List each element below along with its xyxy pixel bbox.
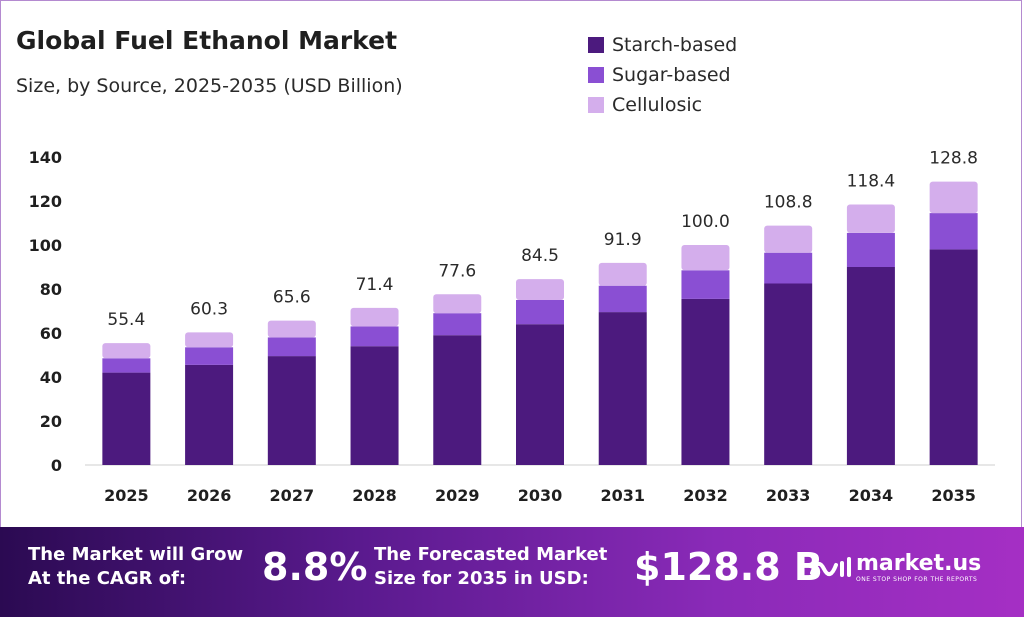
- y-tick-label-6: 120: [29, 192, 62, 211]
- x-tick-label-2030: 2030: [518, 486, 563, 505]
- bar-starch-2030: [516, 324, 564, 465]
- bar-sugar-2026: [185, 347, 234, 365]
- y-tick-label-5: 100: [29, 236, 62, 255]
- bar-sugar-2034: [846, 232, 895, 267]
- forecast-label: The Forecasted Market Size for 2035 in U…: [374, 543, 607, 591]
- bar-cellulosic-2025: [102, 343, 151, 359]
- legend-item-sugar: Sugar-based: [588, 60, 737, 90]
- bar-starch-2028: [350, 346, 399, 465]
- cagr-label: The Market will Grow At the CAGR of:: [28, 543, 243, 591]
- bar-sugar-2027: [267, 337, 316, 357]
- market-us-logo-icon: [810, 557, 851, 577]
- bar-cellulosic-2027: [267, 320, 316, 338]
- x-tick-label-2027: 2027: [270, 486, 315, 505]
- y-tick-label-7: 140: [29, 148, 62, 167]
- cagr-label-line2: At the CAGR of:: [28, 568, 187, 589]
- cagr-label-line1: The Market will Grow: [28, 544, 244, 565]
- legend-item-cellulosic: Cellulosic: [588, 90, 737, 120]
- data-label-2025: 55.4: [107, 310, 145, 330]
- y-tick-label-3: 60: [40, 324, 62, 343]
- x-tick-label-2025: 2025: [104, 486, 149, 505]
- bar-starch-2026: [185, 364, 234, 465]
- x-tick-label-2028: 2028: [352, 486, 397, 505]
- x-tick-label-2034: 2034: [849, 486, 894, 505]
- data-label-2030: 84.5: [521, 246, 559, 266]
- bar-starch-2033: [764, 283, 813, 465]
- y-tick-label-1: 20: [40, 412, 62, 431]
- bar-sugar-2032: [681, 270, 730, 299]
- bar-sugar-2035: [929, 213, 978, 250]
- cagr-value: 8.8%: [262, 545, 368, 589]
- chart-subtitle: Size, by Source, 2025-2035 (USD Billion): [16, 75, 403, 97]
- bar-starch-2034: [846, 267, 895, 465]
- chart-title: Global Fuel Ethanol Market: [16, 26, 398, 55]
- y-tick-label-4: 80: [40, 280, 62, 299]
- data-label-2029: 77.6: [438, 261, 476, 281]
- bar-cellulosic-2026: [185, 332, 234, 348]
- brand: market.us ONE STOP SHOP FOR THE REPORTS: [808, 549, 981, 585]
- brand-text: market.us ONE STOP SHOP FOR THE REPORTS: [856, 550, 982, 583]
- bar-sugar-2025: [102, 358, 151, 373]
- bar-cellulosic-2033: [764, 225, 813, 253]
- bar-starch-2031: [598, 312, 647, 465]
- y-tick-label-2: 40: [40, 368, 62, 387]
- x-tick-label-2031: 2031: [600, 486, 645, 505]
- legend-swatch-cellulosic: [588, 97, 604, 113]
- bar-starch-2029: [433, 335, 482, 465]
- legend-label-cellulosic: Cellulosic: [612, 94, 703, 116]
- bar-cellulosic-2032: [681, 245, 730, 271]
- bar-starch-2035: [929, 249, 978, 465]
- bar-starch-2032: [681, 298, 730, 465]
- legend-label-starch: Starch-based: [612, 34, 738, 56]
- footer-banner: The Market will Grow At the CAGR of: 8.8…: [0, 527, 1024, 617]
- x-tick-label-2029: 2029: [435, 486, 480, 505]
- data-label-2035: 128.8: [929, 149, 978, 169]
- data-label-2032: 100.0: [681, 212, 730, 232]
- bar-sugar-2028: [350, 326, 399, 347]
- data-label-2028: 71.4: [356, 275, 394, 295]
- bar-chart: 0 20 40 60 80 100 120 140 55.4 2025 60.3 2026 65.6 20…: [29, 148, 995, 505]
- bar-starch-2025: [102, 372, 151, 465]
- legend-swatch-starch: [588, 37, 604, 53]
- x-tick-label-2026: 2026: [187, 486, 232, 505]
- data-label-2026: 60.3: [190, 299, 228, 319]
- y-tick-label-0: 0: [51, 456, 62, 475]
- bar-cellulosic-2028: [350, 307, 399, 327]
- bar-starch-2027: [267, 356, 316, 465]
- bar-sugar-2033: [764, 252, 813, 284]
- bar-cellulosic-2035: [929, 181, 978, 214]
- bar-cellulosic-2034: [846, 204, 895, 233]
- bar-cellulosic-2029: [433, 294, 482, 314]
- legend: Starch-based Sugar-based Cellulosic: [588, 30, 737, 120]
- x-tick-label-2032: 2032: [683, 486, 728, 505]
- data-label-2033: 108.8: [764, 193, 813, 213]
- forecast-label-line2: Size for 2035 in USD:: [374, 568, 589, 589]
- bar-cellulosic-2031: [598, 262, 647, 286]
- data-label-2034: 118.4: [847, 172, 896, 192]
- bar-sugar-2029: [433, 313, 482, 336]
- bar-cellulosic-2030: [516, 279, 564, 300]
- legend-item-starch: Starch-based: [588, 30, 737, 60]
- brand-name: market.us: [856, 550, 982, 576]
- x-tick-label-2033: 2033: [766, 486, 811, 505]
- brand-tagline: ONE STOP SHOP FOR THE REPORTS: [856, 575, 978, 583]
- legend-label-sugar: Sugar-based: [612, 64, 731, 86]
- forecast-label-line1: The Forecasted Market: [374, 544, 608, 565]
- bar-sugar-2031: [598, 285, 647, 313]
- forecast-value: $128.8 B: [634, 545, 823, 589]
- data-label-2027: 65.6: [273, 288, 311, 308]
- legend-swatch-sugar: [588, 67, 604, 83]
- x-tick-label-2035: 2035: [931, 486, 976, 505]
- bar-sugar-2030: [516, 300, 564, 325]
- data-label-2031: 91.9: [604, 230, 642, 250]
